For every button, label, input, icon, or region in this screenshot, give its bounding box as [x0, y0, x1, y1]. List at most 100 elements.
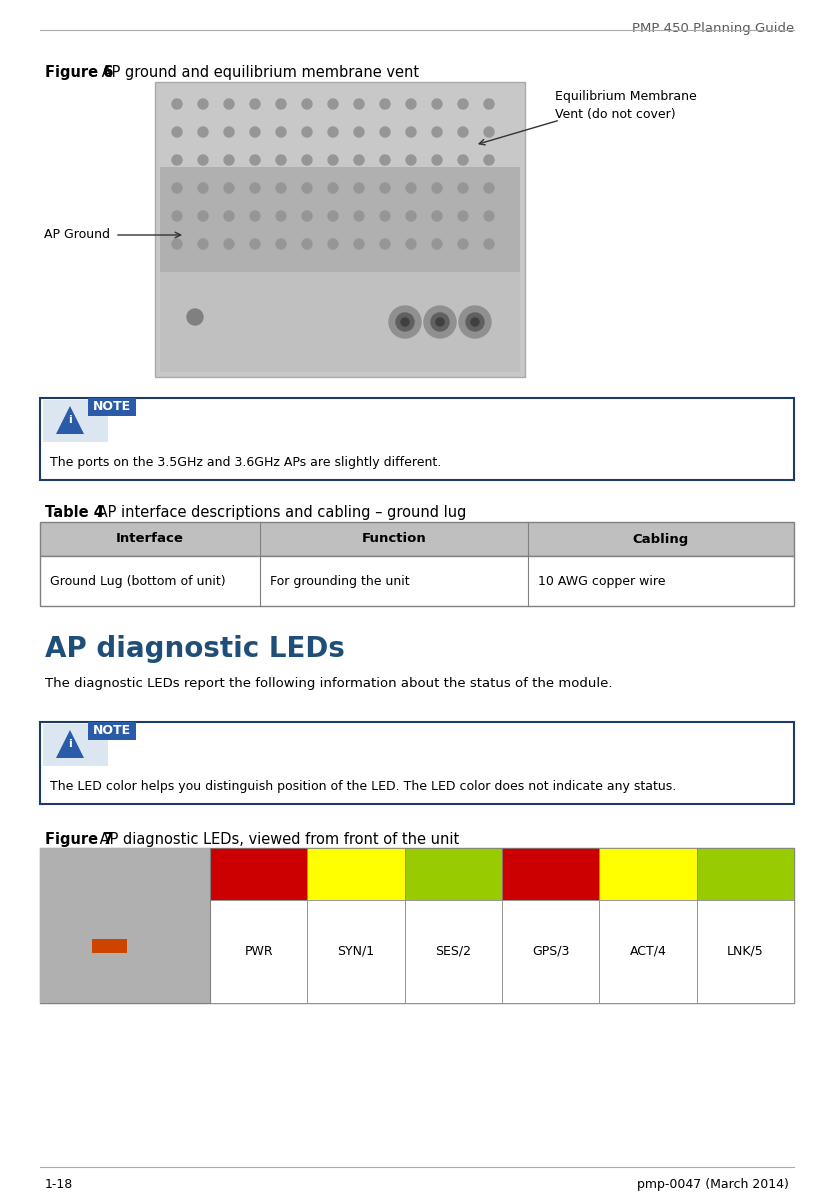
Text: The ports on the 3.5GHz and 3.6GHz APs are slightly different.: The ports on the 3.5GHz and 3.6GHz APs a…: [50, 456, 441, 469]
Circle shape: [432, 211, 442, 221]
Text: SES/2: SES/2: [435, 944, 471, 958]
Circle shape: [406, 239, 416, 249]
Circle shape: [436, 318, 444, 326]
Circle shape: [250, 183, 260, 193]
Circle shape: [458, 211, 468, 221]
FancyBboxPatch shape: [88, 397, 136, 417]
Circle shape: [224, 99, 234, 109]
Circle shape: [406, 211, 416, 221]
Circle shape: [354, 154, 364, 165]
FancyBboxPatch shape: [40, 722, 794, 804]
FancyBboxPatch shape: [502, 900, 600, 1003]
Circle shape: [380, 99, 390, 109]
Circle shape: [172, 211, 182, 221]
Text: Function: Function: [362, 533, 426, 546]
Circle shape: [354, 211, 364, 221]
Circle shape: [198, 127, 208, 136]
FancyBboxPatch shape: [40, 847, 210, 1003]
Circle shape: [302, 183, 312, 193]
Circle shape: [250, 99, 260, 109]
Text: Ground Lug (bottom of unit): Ground Lug (bottom of unit): [50, 575, 226, 588]
Circle shape: [354, 239, 364, 249]
Circle shape: [276, 127, 286, 136]
Circle shape: [354, 127, 364, 136]
Circle shape: [431, 312, 449, 332]
Circle shape: [224, 154, 234, 165]
FancyBboxPatch shape: [308, 900, 404, 1003]
Circle shape: [484, 183, 494, 193]
Circle shape: [172, 99, 182, 109]
Circle shape: [458, 183, 468, 193]
FancyBboxPatch shape: [696, 900, 794, 1003]
Text: AP interface descriptions and cabling – ground lug: AP interface descriptions and cabling – …: [93, 505, 466, 519]
FancyBboxPatch shape: [43, 400, 108, 442]
Text: NOTE: NOTE: [93, 724, 131, 737]
Text: ACT/4: ACT/4: [630, 944, 666, 958]
Circle shape: [484, 211, 494, 221]
Circle shape: [224, 211, 234, 221]
FancyBboxPatch shape: [404, 847, 502, 900]
Circle shape: [250, 211, 260, 221]
FancyBboxPatch shape: [40, 522, 794, 555]
Text: PWR: PWR: [244, 944, 273, 958]
Circle shape: [406, 183, 416, 193]
Text: For grounding the unit: For grounding the unit: [270, 575, 409, 588]
Text: AP diagnostic LEDs: AP diagnostic LEDs: [45, 634, 345, 663]
Circle shape: [354, 99, 364, 109]
Circle shape: [406, 154, 416, 165]
Text: The diagnostic LEDs report the following information about the status of the mod: The diagnostic LEDs report the following…: [45, 678, 612, 689]
Text: Figure 6: Figure 6: [45, 65, 113, 80]
Circle shape: [484, 127, 494, 136]
Circle shape: [466, 312, 484, 332]
Circle shape: [328, 183, 338, 193]
FancyBboxPatch shape: [88, 722, 136, 740]
Circle shape: [328, 239, 338, 249]
Circle shape: [458, 99, 468, 109]
FancyBboxPatch shape: [696, 847, 794, 900]
Circle shape: [276, 154, 286, 165]
Circle shape: [406, 99, 416, 109]
Circle shape: [187, 309, 203, 326]
Circle shape: [484, 154, 494, 165]
Circle shape: [354, 183, 364, 193]
Circle shape: [380, 211, 390, 221]
Circle shape: [198, 211, 208, 221]
Text: SYN/1: SYN/1: [338, 944, 374, 958]
Circle shape: [484, 239, 494, 249]
FancyBboxPatch shape: [404, 900, 502, 1003]
Circle shape: [380, 154, 390, 165]
FancyBboxPatch shape: [92, 938, 127, 953]
Circle shape: [302, 154, 312, 165]
Circle shape: [198, 239, 208, 249]
Circle shape: [432, 99, 442, 109]
FancyBboxPatch shape: [40, 555, 794, 606]
Circle shape: [302, 239, 312, 249]
Text: pmp-0047 (March 2014): pmp-0047 (March 2014): [637, 1178, 789, 1191]
Text: The LED color helps you distinguish position of the LED. The LED color does not : The LED color helps you distinguish posi…: [50, 780, 676, 792]
Text: GPS/3: GPS/3: [532, 944, 570, 958]
Circle shape: [250, 127, 260, 136]
Text: AP diagnostic LEDs, viewed from front of the unit: AP diagnostic LEDs, viewed from front of…: [95, 832, 460, 847]
Circle shape: [172, 127, 182, 136]
Text: Figure 7: Figure 7: [45, 832, 113, 847]
Circle shape: [484, 99, 494, 109]
Text: AP ground and equilibrium membrane vent: AP ground and equilibrium membrane vent: [97, 65, 420, 80]
FancyBboxPatch shape: [155, 83, 525, 377]
Circle shape: [432, 154, 442, 165]
Circle shape: [328, 99, 338, 109]
FancyBboxPatch shape: [43, 724, 108, 766]
Circle shape: [302, 211, 312, 221]
Circle shape: [198, 99, 208, 109]
FancyBboxPatch shape: [308, 847, 404, 900]
Circle shape: [380, 127, 390, 136]
Circle shape: [198, 183, 208, 193]
Circle shape: [250, 154, 260, 165]
Circle shape: [276, 211, 286, 221]
Circle shape: [198, 154, 208, 165]
Circle shape: [459, 306, 491, 338]
FancyBboxPatch shape: [600, 847, 696, 900]
Text: Equilibrium Membrane
Vent (do not cover): Equilibrium Membrane Vent (do not cover): [555, 90, 696, 121]
Circle shape: [250, 239, 260, 249]
Text: NOTE: NOTE: [93, 401, 131, 413]
Text: AP Ground: AP Ground: [44, 229, 110, 242]
